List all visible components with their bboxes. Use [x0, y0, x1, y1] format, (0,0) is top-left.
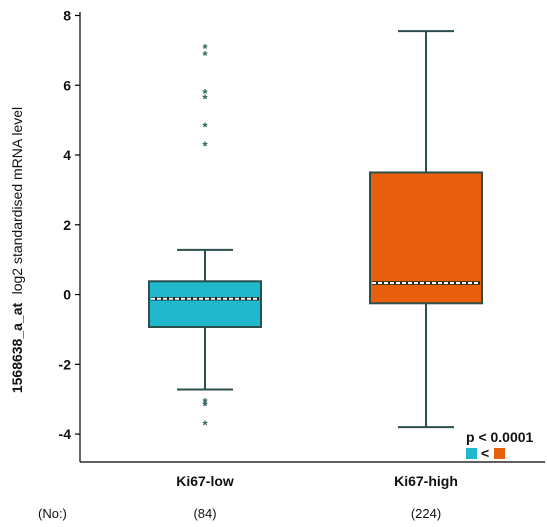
y-axis-label-probe: 1568638_a_at	[9, 303, 25, 394]
y-tick-label: 8	[63, 7, 71, 23]
y-tick-label: 2	[63, 217, 71, 233]
box-group-ki67-high	[369, 30, 483, 429]
outlier-point: *	[202, 139, 208, 154]
y-tick-label: 6	[63, 77, 71, 93]
box-series: *********	[148, 30, 483, 433]
outlier-point: *	[202, 395, 208, 410]
outlier-point: *	[202, 48, 208, 63]
outlier-point: *	[202, 119, 208, 134]
outlier-point: *	[202, 41, 208, 56]
p-value-label: p < 0.0001	[466, 429, 534, 445]
x-category-label: Ki67-high	[394, 473, 458, 489]
outlier-point: *	[202, 398, 208, 413]
x-category-label: Ki67-low	[176, 473, 234, 489]
y-axis-label: 1568638_a_at log2 standardised mRNA leve…	[9, 107, 26, 393]
comparison-symbol: <	[481, 445, 489, 461]
sample-count-label: (224)	[411, 506, 441, 521]
legend-swatch-high	[494, 448, 505, 459]
x-axis: Ki67-low (84) Ki67-high (224)	[80, 461, 545, 521]
y-axis-label-unit: log2 standardised mRNA level	[9, 107, 25, 295]
outlier-point: *	[202, 91, 208, 106]
box-group-ki67-low: *********	[148, 41, 262, 433]
legend: p < 0.0001<	[466, 429, 534, 461]
y-tick-label: 4	[63, 147, 71, 163]
y-tick-label: -2	[59, 356, 72, 372]
y-tick-label: 0	[63, 287, 71, 303]
sample-count-label: (84)	[193, 506, 216, 521]
y-tick-label: -4	[59, 426, 72, 442]
y-axis: -4 -2 0 2 4 6 8	[59, 7, 81, 462]
outlier-point: *	[202, 86, 208, 101]
legend-swatch-low	[466, 448, 477, 459]
iqr-box	[148, 280, 262, 329]
outlier-point: *	[202, 418, 208, 433]
count-prefix-label: (No:)	[38, 506, 67, 521]
